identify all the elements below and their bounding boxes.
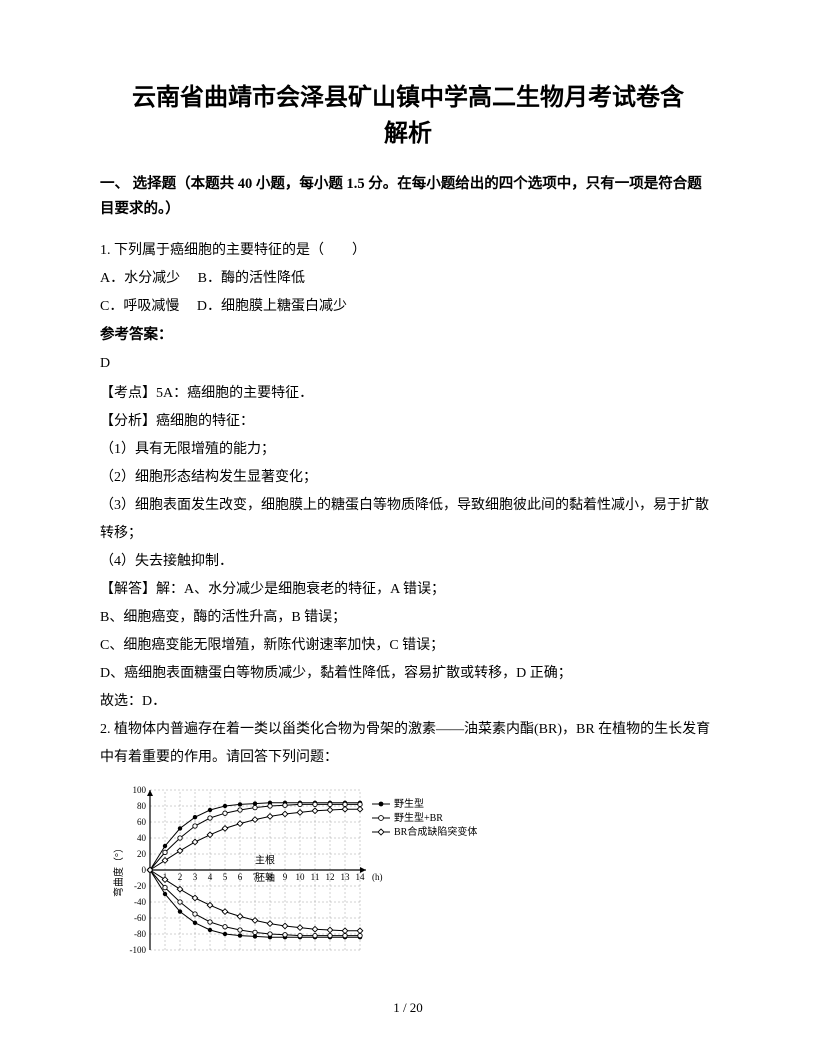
- q1-point: 【考点】5A：癌细胞的主要特征．: [100, 380, 716, 408]
- q2-chart: -100-80-60-40-20020406080100123456789101…: [110, 780, 480, 960]
- q1-answer: D: [100, 350, 716, 378]
- q1-opt-d: D．细胞膜上糖蛋白减少: [197, 299, 347, 314]
- q2-stem: 2. 植物体内普遍存在着一类以甾类化合物为骨架的激素——油菜素内酯(BR)，BR…: [100, 716, 716, 772]
- page-number: 1 / 20: [0, 1000, 816, 1016]
- q1-stem: 1. 下列属于癌细胞的主要特征的是（ ）: [100, 237, 716, 265]
- q1-options-row2: C．呼吸减慢 D．细胞膜上糖蛋白减少: [100, 293, 716, 321]
- q1-analysis-2: （2）细胞形态结构发生显著变化；: [100, 464, 716, 492]
- svg-text:20: 20: [137, 849, 147, 859]
- q1-opt-b: B．酶的活性降低: [198, 271, 305, 286]
- svg-text:10: 10: [296, 872, 306, 882]
- exam-title: 云南省曲靖市会泽县矿山镇中学高二生物月考试卷含 解析: [100, 80, 716, 152]
- svg-text:-60: -60: [134, 913, 146, 923]
- title-line-1: 云南省曲靖市会泽县矿山镇中学高二生物月考试卷含: [132, 85, 684, 111]
- svg-text:野生型+BR: 野生型+BR: [394, 811, 443, 824]
- svg-text:6: 6: [238, 872, 243, 882]
- q1-analysis-head: 【分析】癌细胞的特征：: [100, 408, 716, 436]
- svg-text:(h): (h): [372, 872, 383, 882]
- q1-analysis-1: （1）具有无限增殖的能力；: [100, 436, 716, 464]
- svg-text:12: 12: [326, 872, 335, 882]
- svg-text:13: 13: [341, 872, 351, 882]
- svg-text:-80: -80: [134, 929, 146, 939]
- svg-text:-100: -100: [130, 945, 147, 955]
- svg-text:2: 2: [178, 872, 183, 882]
- svg-text:80: 80: [137, 801, 147, 811]
- answer-label: 参考答案：: [100, 321, 716, 350]
- svg-text:4: 4: [208, 872, 213, 882]
- svg-text:-20: -20: [134, 881, 146, 891]
- svg-text:11: 11: [311, 872, 320, 882]
- q1-solve-a: 【解答】解：A、水分减少是细胞衰老的特征，A 错误；: [100, 576, 716, 604]
- svg-text:弯曲度（°）: 弯曲度（°）: [112, 843, 125, 897]
- section-header: 一、 选择题（本题共 40 小题，每小题 1.5 分。在每小题给出的四个选项中，…: [100, 172, 716, 221]
- q1-opt-c: C．呼吸减慢: [100, 299, 179, 314]
- svg-text:14: 14: [356, 872, 366, 882]
- svg-text:5: 5: [223, 872, 228, 882]
- svg-text:BR合成缺陷突变体: BR合成缺陷突变体: [394, 825, 477, 838]
- q1-analysis-3: （3）细胞表面发生改变，细胞膜上的糖蛋白等物质降低，导致细胞彼此间的黏着性减小，…: [100, 492, 716, 548]
- svg-text:野生型: 野生型: [394, 797, 424, 810]
- svg-text:0: 0: [142, 865, 147, 875]
- q1-opt-a: A．水分减少: [100, 271, 180, 286]
- svg-text:100: 100: [133, 785, 147, 795]
- svg-text:9: 9: [283, 872, 288, 882]
- svg-text:3: 3: [193, 872, 198, 882]
- svg-text:胚轴: 胚轴: [255, 871, 275, 884]
- q1-analysis-4: （4）失去接触抑制．: [100, 548, 716, 576]
- svg-text:主根: 主根: [255, 854, 275, 867]
- q1-options-row1: A．水分减少 B．酶的活性降低: [100, 265, 716, 293]
- q1-conclude: 故选：D．: [100, 688, 716, 716]
- q1-solve-d: D、癌细胞表面糖蛋白等物质减少，黏着性降低，容易扩散或转移，D 正确；: [100, 660, 716, 688]
- svg-text:-40: -40: [134, 897, 146, 907]
- q1-solve-c: C、细胞癌变能无限增殖，新陈代谢速率加快，C 错误；: [100, 632, 716, 660]
- title-line-2: 解析: [384, 121, 432, 147]
- q1-solve-b: B、细胞癌变，酶的活性升高，B 错误；: [100, 604, 716, 632]
- svg-text:60: 60: [137, 817, 147, 827]
- svg-text:40: 40: [137, 833, 147, 843]
